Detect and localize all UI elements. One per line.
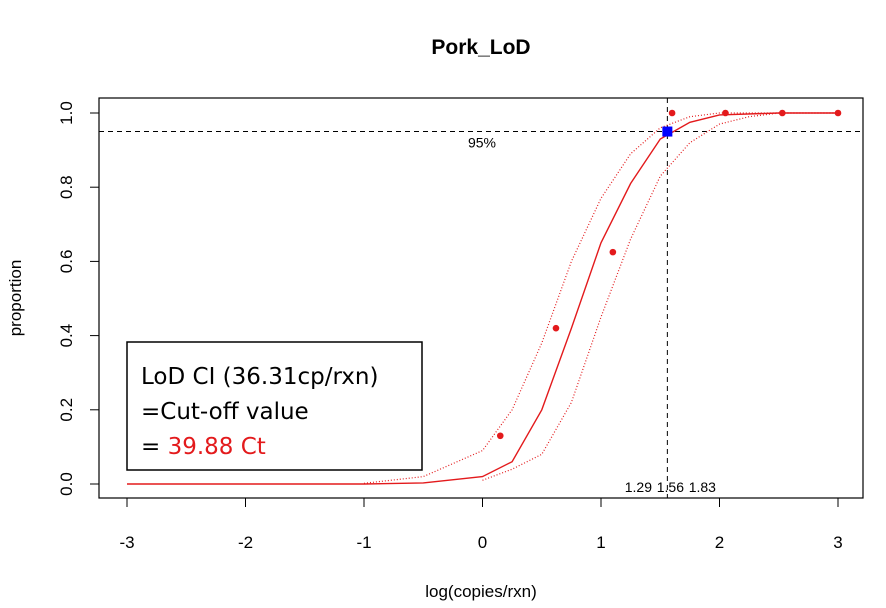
annotation-line-1: LoD CI (36.31cp/rxn): [141, 364, 378, 390]
confidence-band-curve: [482, 112, 838, 481]
x-tick-label: -3: [119, 533, 134, 552]
data-points: [496, 109, 842, 440]
y-tick-label: 0.6: [57, 250, 76, 274]
y-tick-label: 0.4: [57, 324, 76, 348]
data-point: [552, 324, 560, 332]
annotation-line-3: = 39.88 Ct: [141, 434, 266, 460]
ci-bound-label: 1.56: [657, 479, 684, 495]
data-point: [609, 248, 617, 256]
y-axis: 0.0 0.2 0.4 0.6 0.8 1.0: [57, 101, 99, 496]
data-point: [834, 109, 842, 117]
chart-title: Pork_LoD: [431, 36, 530, 59]
annotation-line-2: =Cut-off value: [141, 399, 309, 425]
data-point: [496, 432, 504, 440]
confidence-band-curve: [363, 112, 838, 484]
threshold-95-label: 95%: [468, 135, 496, 151]
reference-lines: [99, 98, 863, 498]
annotation-box-frame: [126, 341, 423, 471]
data-point: [722, 109, 729, 117]
y-tick-label: 0.0: [57, 472, 76, 496]
annotation-labels: 95% 1.29 1.56 1.83: [468, 135, 716, 495]
x-axis-label: log(copies/rxn): [425, 582, 537, 601]
ci-bound-label: 1.29: [625, 479, 652, 495]
plot-frame: [98, 97, 864, 499]
x-tick-label: 0: [478, 533, 487, 552]
annotation-box: LoD CI (36.31cp/rxn) =Cut-off value = 39…: [126, 341, 423, 471]
x-tick-label: -2: [238, 533, 253, 552]
lod-point-marker: [662, 126, 673, 137]
y-tick-label: 0.8: [57, 175, 76, 199]
x-tick-label: 2: [715, 533, 724, 552]
x-tick-label: 1: [596, 533, 605, 552]
data-point: [779, 109, 786, 117]
ci-bound-label: 1.83: [689, 479, 716, 495]
x-tick-label: 3: [833, 533, 842, 552]
y-tick-label: 0.2: [57, 398, 76, 422]
fitted-curve: [127, 112, 838, 485]
data-point: [668, 109, 676, 117]
curves: [127, 112, 838, 485]
x-axis: -3 -2 -1 0 1 2 3: [119, 498, 843, 552]
cutoff-ct-value: 39.88 Ct: [168, 434, 266, 460]
x-tick-label: -1: [356, 533, 371, 552]
y-axis-label: proportion: [6, 260, 25, 337]
y-tick-label: 1.0: [57, 101, 76, 125]
annotation-line-3-prefix: =: [141, 434, 168, 460]
